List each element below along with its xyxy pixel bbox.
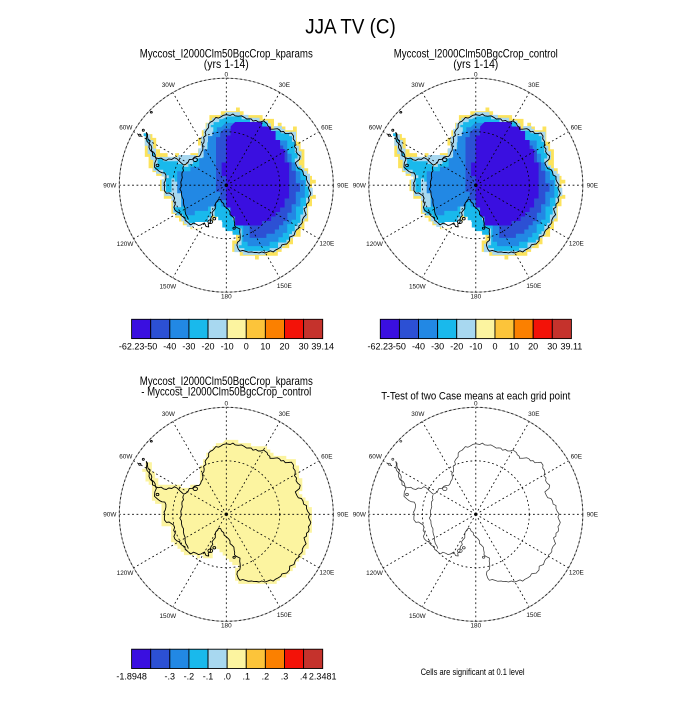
svg-text:-20: -20 — [450, 341, 463, 351]
svg-text:10: 10 — [509, 341, 519, 351]
svg-text:20: 20 — [528, 341, 538, 351]
svg-text:T-Test of two Case means at ea: T-Test of two Case means at each grid po… — [381, 391, 570, 403]
svg-text:(yrs 1-14): (yrs 1-14) — [453, 57, 498, 71]
svg-text:JJA TV (C): JJA TV (C) — [305, 15, 396, 39]
svg-text:-62.23: -62.23 — [119, 341, 145, 351]
svg-text:-1.8948: -1.8948 — [116, 671, 147, 681]
svg-text:.2: .2 — [262, 671, 270, 681]
svg-text:Cells are significant at 0.1 l: Cells are significant at 0.1 level — [421, 667, 525, 678]
svg-text:-10: -10 — [469, 341, 482, 351]
svg-text:39.11: 39.11 — [560, 341, 582, 351]
svg-text:-50: -50 — [393, 341, 406, 351]
svg-text:.1: .1 — [243, 671, 251, 681]
svg-text:30: 30 — [299, 341, 309, 351]
svg-text:.3: .3 — [281, 671, 289, 681]
svg-text:(yrs 1-14): (yrs 1-14) — [204, 57, 249, 71]
svg-text:Myccost_I2000Clm50BgcCrop_cont: Myccost_I2000Clm50BgcCrop_control — [394, 47, 558, 61]
svg-text:-.1: -.1 — [203, 671, 214, 681]
svg-text:30: 30 — [547, 341, 557, 351]
svg-text:.4: .4 — [300, 671, 308, 681]
svg-text:-.2: -.2 — [184, 671, 195, 681]
svg-text:-30: -30 — [182, 341, 195, 351]
svg-text:-30: -30 — [431, 341, 444, 351]
svg-text:Myccost_I2000Clm50BgcCrop_kpar: Myccost_I2000Clm50BgcCrop_kparams — [140, 47, 313, 61]
svg-text:10: 10 — [260, 341, 270, 351]
svg-text:-.3: -.3 — [165, 671, 176, 681]
svg-text:2.3481: 2.3481 — [309, 671, 337, 681]
svg-text:-40: -40 — [163, 341, 176, 351]
svg-text:Myccost_I2000Clm50BgcCrop_kpar: Myccost_I2000Clm50BgcCrop_kparams — [140, 374, 313, 388]
svg-text:-20: -20 — [202, 341, 215, 351]
svg-text:0: 0 — [492, 341, 497, 351]
svg-text:0: 0 — [244, 341, 249, 351]
svg-text:20: 20 — [279, 341, 289, 351]
svg-text:.0: .0 — [223, 671, 231, 681]
svg-text:-62.23: -62.23 — [368, 341, 394, 351]
svg-text:39.14: 39.14 — [311, 341, 334, 351]
svg-text:-10: -10 — [221, 341, 234, 351]
svg-text:- Myccost_I2000Clm50BgcCrop_co: - Myccost_I2000Clm50BgcCrop_control — [141, 384, 311, 398]
svg-text:-40: -40 — [412, 341, 425, 351]
svg-text:-50: -50 — [144, 341, 157, 351]
